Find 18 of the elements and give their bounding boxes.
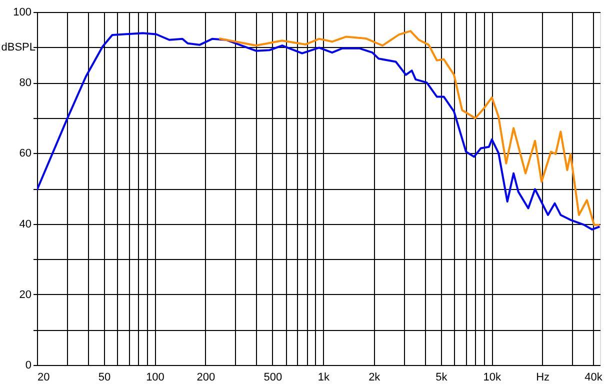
y-axis-title: dBSPL xyxy=(1,42,36,54)
x-tick-label: Hz xyxy=(536,372,550,384)
x-tick-label: 500 xyxy=(264,372,282,384)
x-tick-label: 200 xyxy=(196,372,216,384)
y-tick-label: 40 xyxy=(19,218,32,230)
x-tick-label: 2k xyxy=(368,372,381,384)
x-tick-label: 20 xyxy=(38,372,50,384)
x-tick-label: 5k xyxy=(436,372,448,384)
x-tick-label: 100 xyxy=(146,372,164,384)
y-tick-label: 100 xyxy=(13,6,32,18)
y-tick-label: 80 xyxy=(19,77,32,90)
x-tick-label: 10k xyxy=(483,372,502,384)
y-tick-label: 20 xyxy=(19,288,32,301)
y-tick-label: 60 xyxy=(19,148,32,160)
x-tick-label: 40k xyxy=(584,372,603,384)
x-tick-label: 1k xyxy=(318,372,330,384)
x-tick-label: 50 xyxy=(98,372,111,384)
y-tick-label: 0 xyxy=(25,360,32,372)
